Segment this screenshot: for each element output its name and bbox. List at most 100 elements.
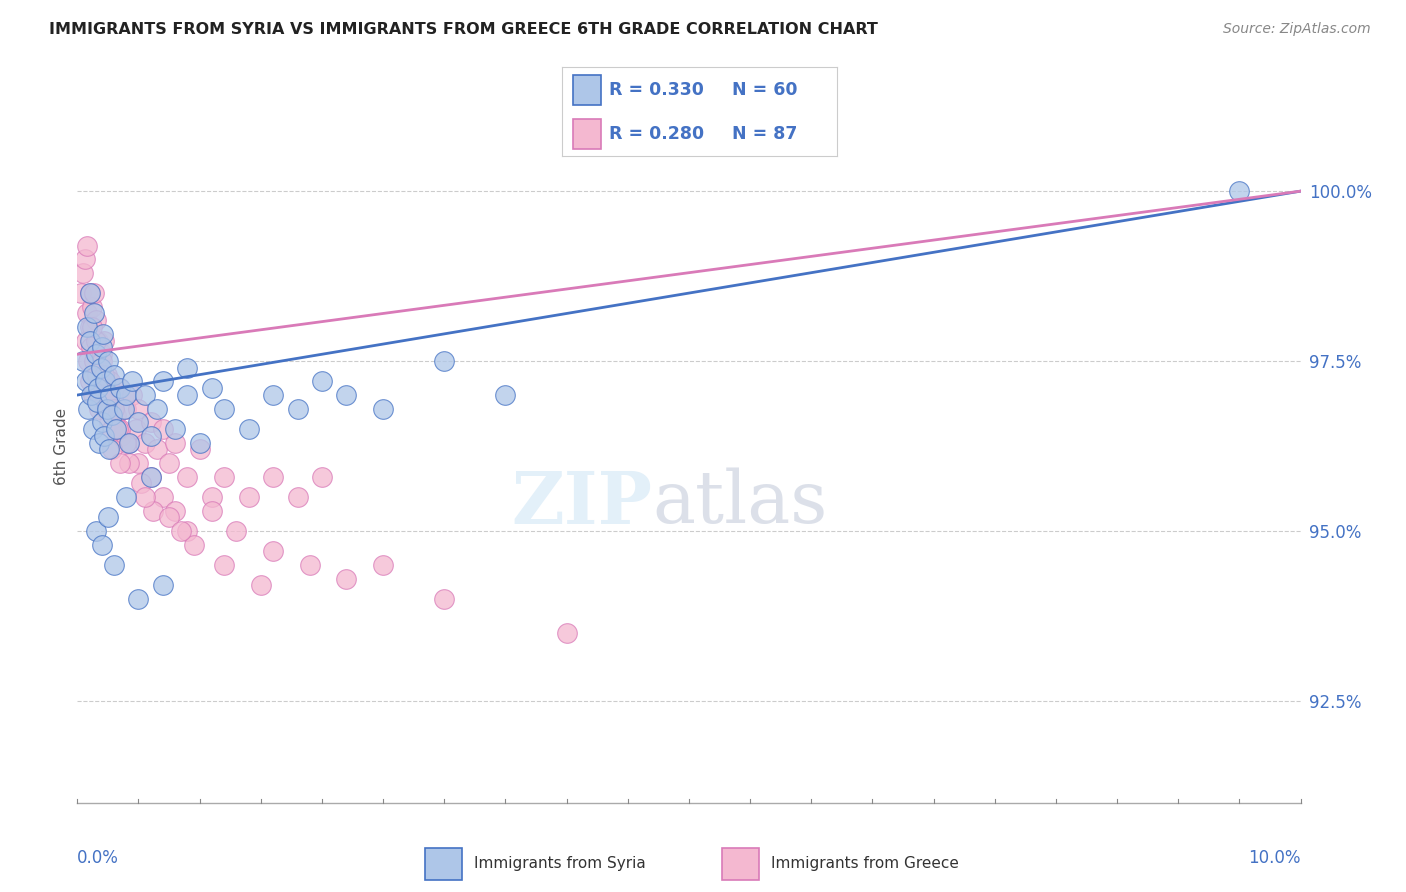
Point xyxy=(152,490,174,504)
Point xyxy=(139,469,162,483)
Point xyxy=(118,456,141,470)
Point xyxy=(80,300,103,314)
Point xyxy=(121,375,143,389)
Point xyxy=(152,422,174,436)
Point xyxy=(311,375,333,389)
Point xyxy=(371,401,394,416)
Point xyxy=(91,381,114,395)
Point xyxy=(93,429,115,443)
Point xyxy=(84,313,107,327)
Point xyxy=(125,422,148,436)
Point xyxy=(90,415,112,429)
Point xyxy=(97,388,120,402)
Point xyxy=(108,381,131,395)
Text: Immigrants from Syria: Immigrants from Syria xyxy=(474,855,645,871)
Point xyxy=(79,286,101,301)
Point xyxy=(103,401,125,416)
Point xyxy=(107,422,129,436)
Point xyxy=(176,388,198,402)
Point xyxy=(134,435,156,450)
Point xyxy=(212,558,235,572)
Point xyxy=(176,469,198,483)
Point xyxy=(90,341,112,355)
Point xyxy=(87,381,110,395)
Point xyxy=(112,388,135,402)
Point xyxy=(90,347,112,361)
Point xyxy=(201,381,224,395)
Point xyxy=(90,537,112,551)
Point xyxy=(262,544,284,558)
Point xyxy=(83,286,105,301)
Y-axis label: 6th Grade: 6th Grade xyxy=(53,408,69,484)
Point xyxy=(75,375,97,389)
Point xyxy=(77,354,100,368)
Point xyxy=(72,354,94,368)
Point xyxy=(94,375,117,389)
Point xyxy=(118,435,141,450)
Point xyxy=(100,442,122,457)
Point xyxy=(165,422,187,436)
Point xyxy=(238,422,260,436)
Point xyxy=(75,334,97,348)
Point xyxy=(134,388,156,402)
Point xyxy=(287,401,309,416)
Point xyxy=(89,388,111,402)
Point xyxy=(83,306,105,320)
Point xyxy=(238,490,260,504)
Point xyxy=(335,572,357,586)
Point xyxy=(225,524,247,538)
Point xyxy=(84,347,107,361)
FancyBboxPatch shape xyxy=(425,848,461,880)
Point xyxy=(115,490,138,504)
Text: IMMIGRANTS FROM SYRIA VS IMMIGRANTS FROM GREECE 6TH GRADE CORRELATION CHART: IMMIGRANTS FROM SYRIA VS IMMIGRANTS FROM… xyxy=(49,22,879,37)
Point xyxy=(157,510,180,524)
Point xyxy=(90,354,112,368)
Point xyxy=(89,401,111,416)
Point xyxy=(94,401,117,416)
Text: ZIP: ZIP xyxy=(512,467,652,539)
Point xyxy=(82,388,104,402)
Point xyxy=(298,558,321,572)
Point xyxy=(118,435,141,450)
Point xyxy=(555,626,578,640)
Point xyxy=(110,429,132,443)
Point xyxy=(100,422,122,436)
Point xyxy=(139,415,162,429)
Point xyxy=(96,401,118,416)
Point xyxy=(165,503,187,517)
Point xyxy=(128,415,150,429)
Point xyxy=(165,435,187,450)
Point xyxy=(170,524,193,538)
Point xyxy=(103,388,125,402)
Point xyxy=(134,490,156,504)
Point xyxy=(100,409,122,423)
Point xyxy=(201,490,224,504)
Point xyxy=(152,375,174,389)
Point xyxy=(77,401,100,416)
Point xyxy=(176,360,198,375)
Point xyxy=(98,415,121,429)
Point xyxy=(311,469,333,483)
Point xyxy=(76,238,98,252)
Point xyxy=(86,394,108,409)
Point xyxy=(139,429,162,443)
Point xyxy=(90,360,112,375)
Point xyxy=(371,558,394,572)
Text: N = 87: N = 87 xyxy=(733,125,797,143)
Point xyxy=(152,578,174,592)
Point xyxy=(335,388,357,402)
Text: N = 60: N = 60 xyxy=(733,81,797,99)
Point xyxy=(97,510,120,524)
Text: Source: ZipAtlas.com: Source: ZipAtlas.com xyxy=(1223,22,1371,37)
Point xyxy=(79,320,101,334)
Point xyxy=(433,591,456,606)
Point xyxy=(115,401,138,416)
Point xyxy=(212,469,235,483)
Point xyxy=(139,469,162,483)
Point xyxy=(103,558,125,572)
Point xyxy=(128,591,150,606)
Point xyxy=(84,524,107,538)
Point xyxy=(80,320,103,334)
Point xyxy=(142,503,165,517)
Point xyxy=(93,334,115,348)
